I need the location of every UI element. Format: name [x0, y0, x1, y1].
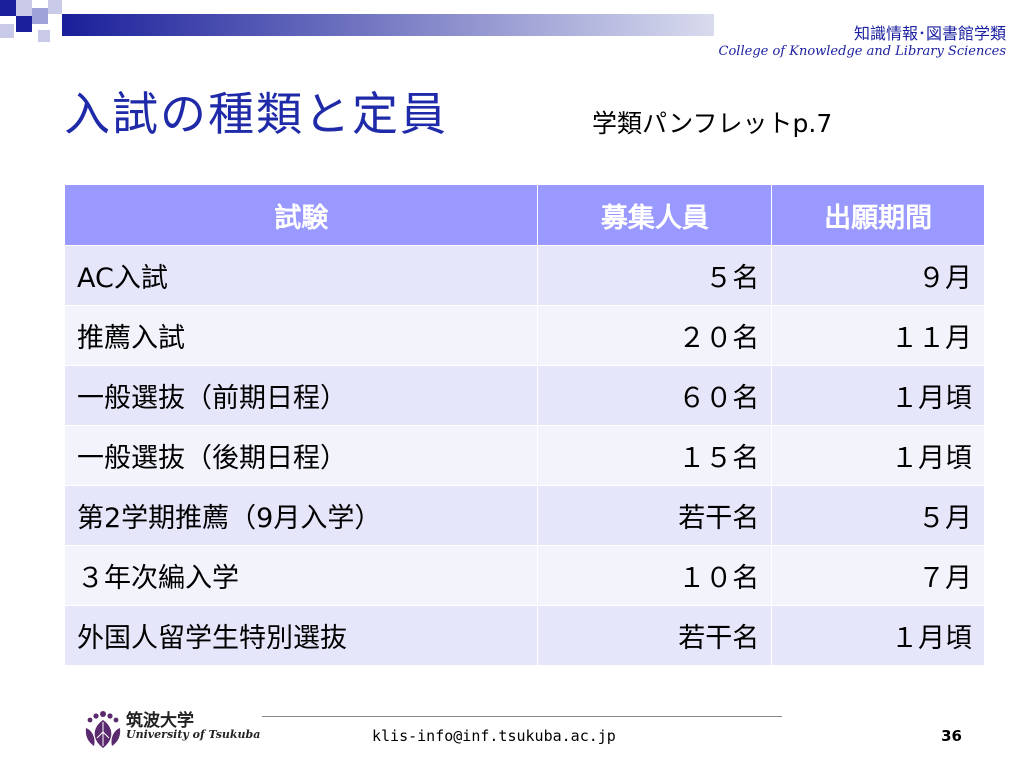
header-exam: 試験 — [63, 184, 539, 246]
table-header-row: 試験 募集人員 出願期間 — [63, 184, 985, 246]
header-bar — [62, 14, 714, 36]
capacity-cell: 若干名 — [537, 605, 773, 666]
corner-decoration — [0, 0, 80, 48]
slide-title: 入試の種類と定員 — [64, 87, 448, 141]
contact-email: klis-info@inf.tsukuba.ac.jp — [372, 727, 616, 745]
exam-table: 試験 募集人員 出願期間 AC入試 ５名 ９月 推薦入試 ２０名 １１月 一般選… — [63, 184, 985, 666]
table-row: AC入試 ５名 ９月 — [63, 245, 985, 306]
capacity-cell: ５名 — [537, 245, 773, 306]
college-name-en: College of Knowledge and Library Science… — [718, 44, 1006, 59]
exam-name-cell: 第2学期推薦（9月入学） — [63, 485, 539, 546]
period-cell: ７月 — [771, 545, 985, 606]
header-application-period: 出願期間 — [771, 184, 985, 246]
table-row: 第2学期推薦（9月入学） 若干名 ５月 — [63, 485, 985, 546]
exam-name-cell: AC入試 — [63, 245, 539, 306]
capacity-cell: ６０名 — [537, 365, 773, 426]
exam-name-cell: 一般選抜（後期日程） — [63, 425, 539, 486]
table-row: 外国人留学生特別選抜 若干名 １月頃 — [63, 605, 985, 666]
table-row: ３年次編入学 １０名 ７月 — [63, 545, 985, 606]
table-row: 一般選抜（後期日程） １５名 １月頃 — [63, 425, 985, 486]
table-row: 推薦入試 ２０名 １１月 — [63, 305, 985, 366]
footer-divider — [262, 716, 782, 717]
period-cell: ９月 — [771, 245, 985, 306]
university-logo: 筑波大学 University of Tsukuba — [82, 706, 260, 752]
page-number: 36 — [941, 727, 962, 745]
college-name: 知識情報･図書館学類 College of Knowledge and Libr… — [719, 24, 1006, 60]
period-cell: ５月 — [771, 485, 985, 546]
logo-text-en: University of Tsukuba — [126, 728, 261, 741]
paulownia-crest-icon — [85, 711, 121, 748]
exam-name-cell: ３年次編入学 — [63, 545, 539, 606]
capacity-cell: １５名 — [537, 425, 773, 486]
period-cell: １月頃 — [771, 365, 985, 426]
exam-name-cell: 推薦入試 — [63, 305, 539, 366]
college-name-jp: 知識情報･図書館学類 — [853, 24, 1006, 43]
period-cell: １１月 — [771, 305, 985, 366]
logo-text-jp: 筑波大学 — [126, 711, 194, 731]
capacity-cell: １０名 — [537, 545, 773, 606]
exam-name-cell: 外国人留学生特別選抜 — [63, 605, 539, 666]
capacity-cell: 若干名 — [537, 485, 773, 546]
exam-name-cell: 一般選抜（前期日程） — [63, 365, 539, 426]
header-capacity: 募集人員 — [537, 184, 773, 246]
slide-subtitle: 学類パンフレットp.7 — [592, 109, 833, 138]
period-cell: １月頃 — [771, 425, 985, 486]
capacity-cell: ２０名 — [537, 305, 773, 366]
table-row: 一般選抜（前期日程） ６０名 １月頃 — [63, 365, 985, 426]
period-cell: １月頃 — [771, 605, 985, 666]
